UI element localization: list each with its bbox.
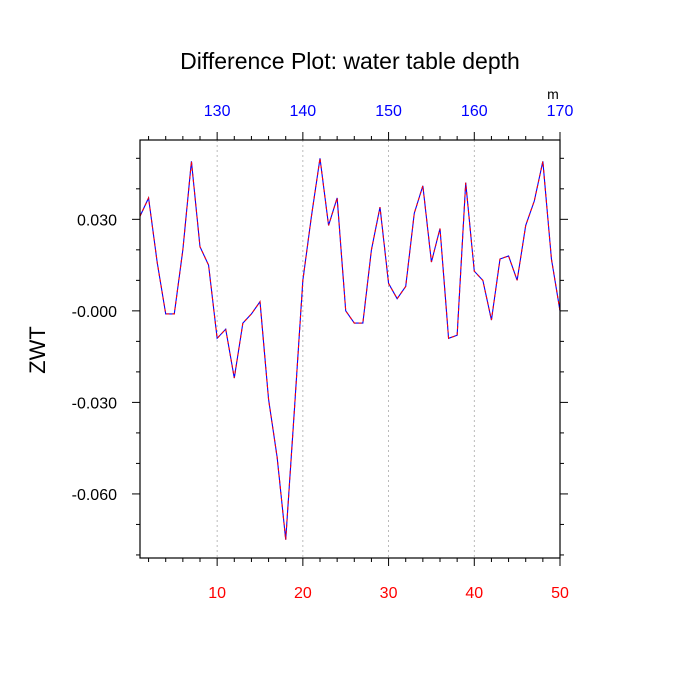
y-tick-label: -0.000 <box>72 304 117 321</box>
y-tick-label: 0.030 <box>77 212 117 229</box>
series-lines <box>139 158 561 540</box>
x-bottom-tick-label: 20 <box>294 585 312 602</box>
x-bottom-tick-label: 40 <box>465 585 483 602</box>
chart-title: Difference Plot: water table depth <box>180 48 520 74</box>
x-top-tick-label: 170 <box>547 103 574 120</box>
gridlines <box>216 140 561 558</box>
axis-ticks <box>132 132 568 566</box>
y-axis-label: ZWT <box>25 326 50 374</box>
series-line <box>139 158 561 540</box>
y-tick-label: -0.030 <box>72 395 117 412</box>
x-top-tick-label: 140 <box>290 103 317 120</box>
x-bottom-tick-label: 50 <box>551 585 569 602</box>
x-top-tick-label: 150 <box>375 103 402 120</box>
y-tick-label: -0.060 <box>72 487 117 504</box>
x-top-tick-label: 160 <box>461 103 488 120</box>
x-bottom-tick-label: 30 <box>380 585 398 602</box>
x-top-tick-label: 130 <box>204 103 231 120</box>
series-line-dash-overlay <box>139 158 561 540</box>
plot-frame <box>139 139 561 559</box>
x-bottom-tick-label: 10 <box>208 585 226 602</box>
top-axis-unit-label: m <box>547 86 559 102</box>
tick-labels: 10 20 30 40 50 130 140 150 160 170 0.030 -0.000 -0.0… <box>72 103 574 602</box>
